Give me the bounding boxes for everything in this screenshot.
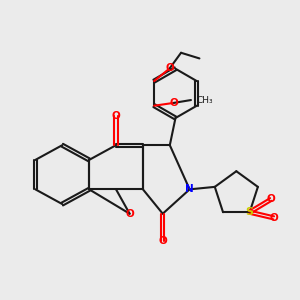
Text: O: O — [125, 209, 134, 219]
Text: CH₃: CH₃ — [196, 95, 213, 104]
Text: N: N — [185, 184, 194, 194]
Text: O: O — [266, 194, 275, 205]
Text: O: O — [158, 236, 167, 246]
Text: O: O — [169, 98, 178, 108]
Text: S: S — [246, 207, 254, 217]
Text: O: O — [165, 63, 174, 73]
Text: O: O — [112, 111, 120, 121]
Text: O: O — [269, 213, 278, 223]
